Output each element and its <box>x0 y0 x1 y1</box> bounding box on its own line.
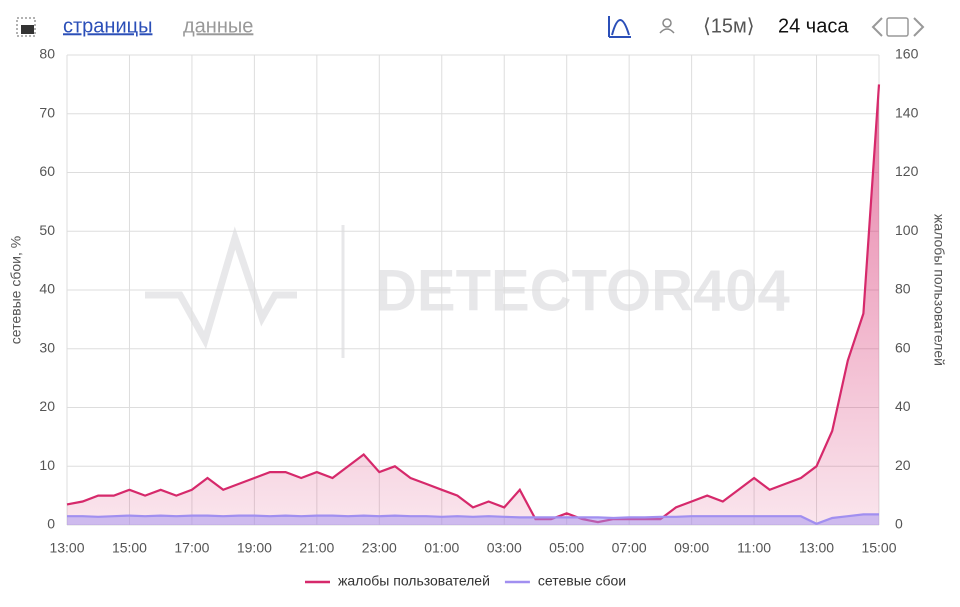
y-tick-label: 10 <box>39 457 55 473</box>
x-tick-label: 15:00 <box>112 540 147 556</box>
y-tick-label: 70 <box>39 104 55 120</box>
x-tick-label: 11:00 <box>737 540 771 556</box>
tab-pages[interactable]: страницы <box>63 15 152 37</box>
series-line <box>67 513 879 525</box>
y-tick-label: 60 <box>39 163 55 179</box>
x-tick-label: 13:00 <box>49 540 84 556</box>
legend-label: сетевые сбои <box>538 573 626 589</box>
x-tick-label: 03:00 <box>487 540 522 556</box>
watermark-text: DETECTOR404 <box>375 258 790 323</box>
y-tick-label: 50 <box>39 222 55 238</box>
x-tick-label: 15:00 <box>861 540 896 556</box>
x-tick-label: 07:00 <box>612 540 647 556</box>
toolbar: страницы данные ⟨15м⟩ 24 часа <box>16 15 925 38</box>
legend-label: жалобы пользователей <box>338 573 490 589</box>
screenshot-icon[interactable] <box>16 17 36 37</box>
user-icon-body <box>659 28 675 34</box>
y2-tick-label: 40 <box>895 398 911 414</box>
date-arrows[interactable] <box>871 17 925 37</box>
y2-tick-label: 80 <box>895 281 911 297</box>
y-tick-label: 20 <box>39 398 55 414</box>
y2-tick-label: 20 <box>895 457 911 473</box>
y-tick-label: 0 <box>47 516 55 532</box>
chart-mode-icon[interactable] <box>608 16 631 38</box>
interval[interactable]: ⟨15м⟩ <box>703 15 755 37</box>
range[interactable]: 24 часа <box>778 15 849 37</box>
watermark-logo <box>145 226 297 350</box>
series-line <box>66 84 881 524</box>
x-tick-label: 05:00 <box>549 540 584 556</box>
y2-tick-label: 120 <box>895 163 919 179</box>
x-tick-label: 09:00 <box>674 540 709 556</box>
x-tick-label: 13:00 <box>799 540 834 556</box>
y-tick-label: 40 <box>39 281 55 297</box>
x-tick-label: 23:00 <box>362 540 397 556</box>
y2-tick-label: 160 <box>895 46 919 62</box>
camera-icon <box>21 25 34 34</box>
user-icon[interactable] <box>662 18 672 28</box>
y2-tick-label: 0 <box>895 516 903 532</box>
y-tick-label: 30 <box>39 339 55 355</box>
x-tick-label: 19:00 <box>237 540 272 556</box>
series-area <box>67 84 879 526</box>
y2-tick-label: 140 <box>895 104 919 120</box>
x-tick-label: 01:00 <box>424 540 459 556</box>
y2-tick-label: 60 <box>895 339 911 355</box>
x-tick-label: 21:00 <box>299 540 334 556</box>
calendar-icon[interactable] <box>886 17 909 37</box>
y2-tick-label: 100 <box>895 222 919 238</box>
y-tick-label: 80 <box>39 46 55 62</box>
y-axis-label: сетевые сбои, % <box>8 236 24 344</box>
y2-axis-label: жалобы пользователей <box>931 214 947 366</box>
tab-data[interactable]: данные <box>183 15 253 37</box>
watermark: DETECTOR404 <box>145 225 790 358</box>
x-tick-label: 17:00 <box>174 540 209 556</box>
grid <box>66 54 880 526</box>
